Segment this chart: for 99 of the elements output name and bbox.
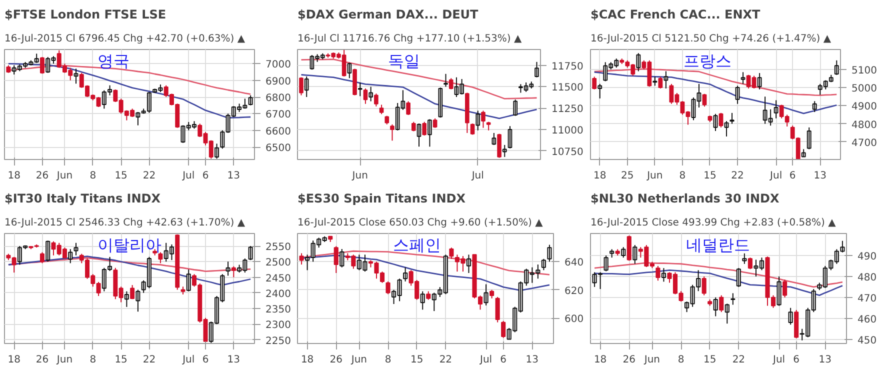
- x-tick-label: Jun: [56, 170, 73, 182]
- x-tick-label: 8: [679, 170, 686, 182]
- x-tick-label: Jul: [479, 354, 492, 366]
- annotation: 네덜란드: [686, 236, 750, 254]
- y-tick-label: 620: [564, 286, 584, 297]
- x-tick-label: 26: [622, 354, 636, 366]
- y-tick-label: 490: [858, 252, 877, 262]
- x-tick-label: 15: [114, 170, 128, 182]
- y-tick-label: 6900: [266, 76, 291, 88]
- annotation: 이탈리아: [98, 236, 162, 254]
- y-tick-label: 10750: [552, 146, 584, 158]
- x-tick-label: Jul: [182, 170, 195, 182]
- y-tick-label: 4700: [852, 138, 877, 149]
- x-tick-label: 13: [818, 354, 832, 366]
- y-tick-label: 2550: [266, 242, 291, 253]
- annotation: 스페인: [392, 236, 441, 254]
- y-tick-label: 6800: [266, 93, 291, 104]
- x-tick-label: 18: [594, 354, 607, 366]
- x-tick-label: 26: [330, 354, 343, 366]
- x-tick-label: Jun: [351, 170, 368, 182]
- x-tick-label: 15: [703, 354, 716, 366]
- x-tick-label: 8: [384, 354, 392, 366]
- x-tick-label: 26: [36, 170, 49, 182]
- y-tick-label: 450: [858, 335, 877, 346]
- chart-subtitle: 16-Jul-2015 Close 493.99 Chg +2.83 (+0.58%) ▲: [590, 218, 836, 228]
- y-tick-label: 2500: [266, 258, 291, 269]
- x-tick-label: Jul: [182, 354, 195, 366]
- chart-subtitle: 16-Jul-2015 Cl 2546.33 Chg +42.63 (+1.70%) ▲: [4, 218, 246, 228]
- x-tick-label: 22: [142, 354, 156, 366]
- y-tick-label: 600: [564, 314, 584, 326]
- chart-title: $FTSE London FTSE LSE: [4, 8, 166, 22]
- x-tick-label: 13: [227, 354, 240, 366]
- y-tick-label: 11500: [552, 82, 584, 94]
- x-tick-label: 25: [621, 170, 634, 182]
- y-tick-label: 11750: [552, 61, 584, 72]
- annotation: 독일: [388, 52, 420, 70]
- y-tick-label: 480: [858, 272, 877, 284]
- x-tick-label: 18: [300, 354, 314, 366]
- x-tick-label: 22: [439, 354, 452, 366]
- y-tick-label: 2400: [266, 288, 291, 300]
- x-tick-label: 6: [202, 354, 209, 366]
- y-tick-label: 6700: [266, 110, 291, 121]
- y-tick-label: 11250: [552, 104, 584, 116]
- y-tick-label: 2250: [266, 336, 291, 347]
- y-tick-label: 6600: [266, 126, 291, 138]
- chart-title: $CAC French CAC... ENXT: [590, 8, 762, 22]
- y-tick-label: 640: [564, 258, 584, 269]
- candlestick: [299, 252, 304, 266]
- annotation: 프랑스: [684, 52, 732, 70]
- x-tick-label: Jul: [470, 170, 484, 182]
- x-tick-label: 18: [8, 354, 20, 366]
- y-tick-label: 460: [858, 314, 877, 326]
- y-tick-label: 2300: [266, 320, 291, 332]
- x-tick-label: 6: [793, 354, 800, 366]
- x-tick-label: 18: [8, 170, 20, 182]
- x-tick-label: 8: [90, 354, 96, 366]
- line-series: [594, 262, 844, 288]
- x-tick-label: 22: [732, 354, 746, 366]
- chart-subtitle: 16-Jul-2015 Cl 6796.45 Chg +42.70 (+0.63%) ▲: [4, 34, 246, 44]
- x-tick-label: 13: [227, 170, 240, 182]
- annotation: 영국: [98, 52, 130, 70]
- x-tick-label: 13: [526, 354, 539, 366]
- chart-subtitle: 16-Jul-2015 Cl 5121.50 Chg +74.26 (+1.47%) ▲: [590, 34, 832, 44]
- x-tick-label: Jun: [643, 354, 660, 366]
- chart-subtitle: 16-Jul Cl 11716.76 Chg +177.10 (+1.53%) ▲: [298, 34, 522, 44]
- y-tick-label: 11000: [552, 126, 584, 137]
- chart-title: $DAX German DAX... DEUT: [298, 8, 480, 22]
- chart-title: $IT30 Italy Titans INDX: [4, 192, 162, 206]
- x-tick-label: 6: [202, 170, 209, 182]
- chart-title: $NL30 Netherlands 30 INDX: [590, 192, 780, 206]
- chart-title: $ES30 Spain Titans INDX: [298, 192, 466, 206]
- x-tick-label: Jun: [646, 170, 663, 182]
- x-tick-label: Jul: [769, 170, 782, 182]
- x-tick-label: 15: [704, 170, 716, 182]
- x-tick-label: 18: [594, 170, 606, 182]
- x-tick-label: 22: [731, 170, 744, 182]
- x-tick-label: 15: [410, 354, 424, 366]
- x-tick-label: Jun: [350, 354, 368, 366]
- y-tick-label: 5000: [852, 84, 877, 95]
- y-tick-label: 2350: [266, 304, 291, 316]
- y-tick-label: 5100: [852, 65, 877, 76]
- x-tick-label: 13: [814, 170, 826, 182]
- x-tick-label: 6: [500, 354, 507, 366]
- y-tick-label: 470: [858, 293, 877, 304]
- y-tick-label: 7000: [266, 60, 291, 71]
- x-tick-label: Jul: [772, 354, 786, 366]
- y-tick-label: 2450: [266, 273, 291, 284]
- y-tick-label: 4800: [852, 120, 877, 131]
- x-tick-label: 8: [90, 170, 96, 182]
- x-tick-label: Jun: [56, 354, 73, 366]
- candlestick: [502, 144, 507, 158]
- x-tick-label: 8: [678, 354, 684, 366]
- x-tick-label: 26: [36, 354, 49, 366]
- x-tick-label: 15: [114, 354, 128, 366]
- chart-subtitle: 16-Jul-2015 Close 650.03 Chg +9.60 (+1.50%) ▲: [298, 218, 544, 228]
- x-tick-label: 22: [142, 170, 156, 182]
- y-tick-label: 4900: [852, 102, 877, 113]
- y-tick-label: 6500: [266, 143, 291, 154]
- x-tick-label: 6: [789, 170, 796, 182]
